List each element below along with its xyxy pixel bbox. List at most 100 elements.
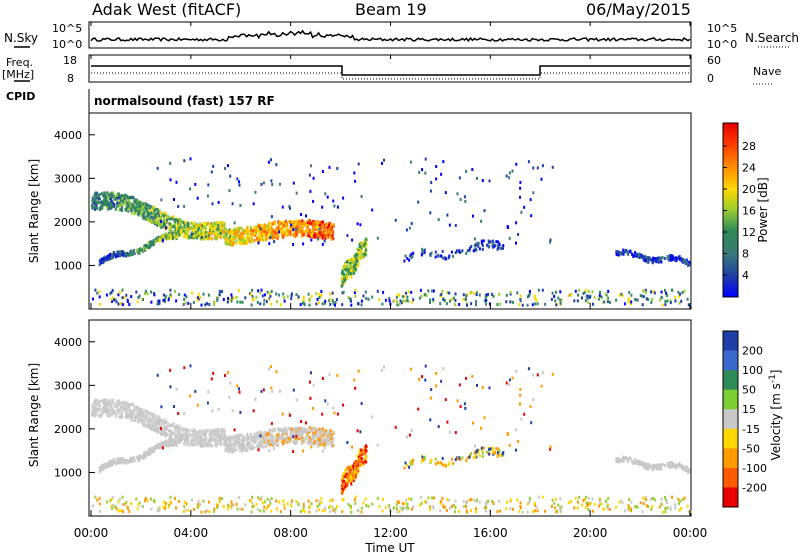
power-point	[259, 230, 262, 234]
velocity-point	[121, 401, 124, 404]
velocity-point	[135, 412, 138, 416]
velocity-point	[217, 434, 220, 438]
power-point	[332, 232, 335, 236]
velocity-point	[422, 457, 425, 461]
power-point	[341, 284, 344, 288]
velocity-point	[95, 403, 98, 407]
velocity-point	[147, 419, 150, 423]
velocity-point	[178, 439, 181, 443]
power-point	[128, 253, 131, 257]
freq-tick-top: 18	[63, 54, 77, 67]
power-point	[162, 234, 165, 238]
power-point	[199, 233, 202, 236]
power-point	[396, 293, 399, 297]
power-point	[452, 254, 455, 258]
colorbar-tick-label: 12	[742, 226, 756, 239]
nsky-label: N.Sky	[4, 31, 38, 45]
power-point	[329, 227, 332, 231]
power-point	[208, 303, 211, 306]
velocity-point	[165, 420, 168, 424]
power-point	[323, 239, 326, 243]
power-point	[644, 288, 647, 292]
power-point	[197, 228, 200, 232]
velocity-point	[271, 435, 274, 439]
power-point	[119, 208, 122, 212]
velocity-point	[406, 464, 409, 467]
power-point	[267, 232, 270, 236]
power-point	[137, 205, 140, 209]
velocity-point	[280, 436, 282, 440]
velocity-point	[158, 415, 161, 419]
velocity-point	[288, 427, 291, 430]
power-point	[652, 290, 654, 293]
power-point	[153, 209, 156, 213]
velocity-point	[231, 438, 234, 442]
power-point	[271, 183, 274, 186]
power-point	[323, 301, 326, 305]
power-point	[127, 201, 130, 205]
power-point	[119, 250, 122, 254]
velocity-point	[275, 438, 278, 442]
power-point	[347, 296, 350, 299]
velocity-point	[179, 434, 182, 438]
power-point	[620, 252, 622, 256]
colorbar-tick-label: 20	[742, 183, 756, 196]
power-point	[264, 224, 267, 228]
power-point	[267, 297, 270, 301]
velocity-point	[430, 458, 433, 462]
power-point	[279, 303, 282, 307]
power-point	[512, 300, 514, 304]
velocity-point	[94, 406, 97, 409]
power-point	[458, 303, 461, 306]
power-point	[456, 249, 459, 253]
power-point	[275, 292, 278, 296]
velocity-point	[355, 475, 357, 479]
velocity-point	[360, 448, 363, 452]
power-point	[362, 252, 365, 256]
velocity-point	[227, 444, 230, 447]
power-point	[247, 228, 250, 232]
power-point	[261, 230, 264, 234]
power-point	[326, 236, 329, 240]
power-point	[423, 248, 426, 252]
velocity-point	[412, 458, 415, 462]
power-point	[488, 179, 491, 183]
velocity-point	[172, 442, 174, 446]
power-point	[130, 208, 132, 212]
velocity-point	[185, 429, 188, 433]
power-point	[292, 221, 295, 225]
power-point	[104, 259, 107, 263]
power-point	[282, 223, 285, 227]
power-point	[296, 222, 299, 226]
velocity-point	[91, 411, 94, 414]
power-point	[450, 250, 453, 254]
velocity-point	[101, 408, 104, 412]
power-point	[130, 250, 133, 254]
power-point	[419, 288, 422, 292]
power-point	[664, 288, 666, 292]
power-point	[639, 294, 642, 298]
power-point	[107, 201, 110, 205]
power-point	[158, 301, 161, 305]
power-point	[360, 195, 363, 198]
velocity-point	[342, 487, 345, 491]
velocity-point	[263, 437, 266, 441]
velocity-point	[127, 413, 130, 417]
power-point	[643, 256, 646, 260]
velocity-point	[148, 419, 151, 423]
power-point	[165, 234, 168, 238]
power-point	[627, 297, 630, 301]
velocity-point	[480, 448, 483, 452]
power-point	[346, 268, 349, 272]
power-point	[138, 210, 140, 214]
power-point	[309, 189, 312, 193]
velocity-point	[657, 463, 659, 467]
velocity-point	[256, 446, 259, 450]
velocity-point	[320, 427, 323, 431]
power-point	[127, 204, 130, 208]
power-point	[578, 288, 581, 292]
power-point	[169, 232, 172, 236]
power-point	[173, 232, 176, 236]
velocity-point	[465, 459, 468, 462]
power-point	[634, 251, 637, 255]
